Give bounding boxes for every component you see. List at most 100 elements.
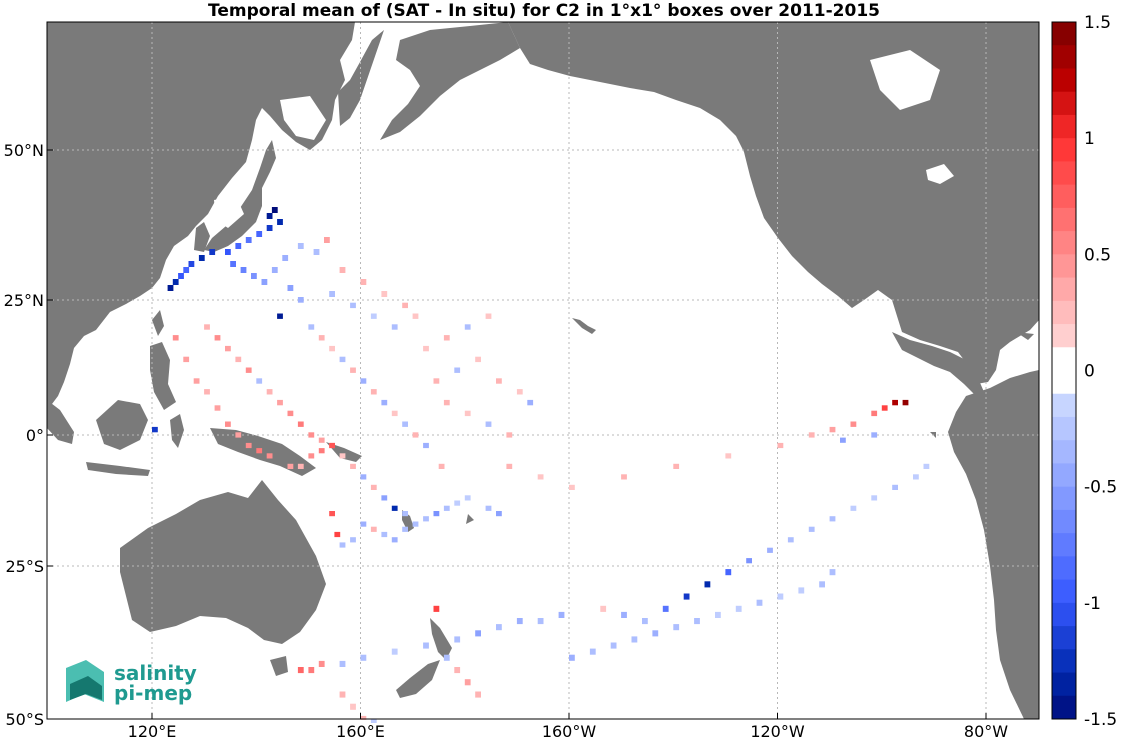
- heatmap-cell: [423, 642, 429, 649]
- heatmap-cell: [881, 405, 888, 411]
- colorbar-tick-label: -0.5: [1084, 478, 1117, 498]
- colorbar-swatch: [1052, 254, 1076, 278]
- land-japan: [204, 140, 276, 252]
- heatmap-cell: [225, 421, 231, 427]
- land-sumatra-java: [47, 400, 150, 476]
- heatmap-cell: [277, 219, 283, 225]
- heatmap-cell: [840, 437, 846, 443]
- heatmap-cell: [350, 703, 356, 710]
- heatmap-cell: [271, 267, 278, 273]
- heatmap-cell: [527, 399, 534, 406]
- colorbar-swatch: [1052, 161, 1076, 186]
- heatmap-cell: [230, 261, 236, 267]
- heatmap-cell: [381, 495, 388, 501]
- heatmap-cell: [704, 581, 711, 588]
- colorbar-swatch: [1052, 486, 1076, 511]
- colorbar-swatch: [1052, 440, 1076, 464]
- heatmap-cell: [256, 378, 263, 384]
- heatmap-cell: [516, 618, 523, 625]
- heatmap-cell: [767, 547, 773, 553]
- heatmap-cell: [631, 636, 638, 643]
- heatmap-cell: [329, 511, 335, 517]
- heatmap-cell: [329, 442, 335, 449]
- heatmap-cell: [381, 399, 388, 406]
- heatmap-cell: [297, 667, 304, 674]
- colorbar-swatch: [1052, 370, 1076, 395]
- heatmap-cell: [235, 243, 242, 249]
- colorbar-swatch: [1052, 556, 1076, 580]
- heatmap-cell: [381, 531, 388, 538]
- heatmap-cell: [214, 335, 221, 341]
- land-taiwan-philippines: [150, 310, 176, 410]
- land-sulawesi: [170, 414, 184, 448]
- heatmap-cell: [454, 667, 461, 674]
- heatmap-cell: [569, 484, 575, 490]
- heatmap-cell: [266, 213, 273, 219]
- heatmap-cell: [683, 593, 690, 600]
- heatmap-cell: [412, 432, 419, 438]
- heatmap-cell: [287, 463, 294, 469]
- colorbar-swatch: [1052, 138, 1076, 162]
- heatmap-cell: [391, 537, 398, 543]
- heatmap-cell: [214, 405, 221, 411]
- heatmap-cell: [673, 624, 680, 631]
- colorbar-tick-label: 0.5: [1084, 245, 1111, 265]
- heatmap-cell: [360, 521, 367, 527]
- colorbar: 1.5 1 0.5 0 -0.5 -1 -1.5: [1051, 13, 1117, 730]
- lake-great-lakes: [926, 164, 954, 184]
- colorbar-swatch: [1052, 184, 1076, 209]
- heatmap-cell: [350, 367, 356, 373]
- colorbar-swatches: [1052, 22, 1076, 720]
- heatmap-cell: [225, 249, 231, 255]
- heatmap-cell: [902, 399, 909, 406]
- map-frame: [46, 21, 1040, 720]
- heatmap-cell: [318, 448, 325, 454]
- heatmap-cell: [871, 432, 878, 438]
- heatmap-cell: [725, 569, 732, 576]
- heatmap-cell: [735, 605, 742, 612]
- heatmap-cell: [558, 611, 565, 618]
- heatmap-cell: [391, 324, 398, 330]
- heatmap-cell: [350, 537, 356, 543]
- heatmap-cell: [183, 267, 190, 273]
- axis-ticks: 50°N 25°N 0° 25°S 50°S 120°E 160°E 160°W 120°W 80…: [4, 141, 1009, 740]
- heatmap-cell: [339, 691, 346, 698]
- heatmap-cell: [287, 285, 294, 291]
- heatmap-cell: [245, 367, 252, 373]
- heatmap-cell: [360, 279, 367, 285]
- heatmap-cell: [454, 500, 461, 506]
- heatmap-cell: [381, 291, 388, 297]
- land-borneo: [96, 400, 148, 450]
- heatmap-cell: [251, 273, 257, 279]
- heatmap-cell: [829, 569, 836, 576]
- heatmap-cell: [287, 410, 294, 417]
- heatmap-cell: [621, 474, 627, 480]
- colorbar-swatch: [1052, 626, 1076, 650]
- heatmap-cell: [261, 279, 268, 285]
- heatmap-cell: [871, 495, 878, 501]
- heatmap-cell: [475, 356, 481, 363]
- colorbar-swatch: [1052, 91, 1076, 116]
- heatmap-cell: [850, 421, 857, 427]
- heatmap-cell: [454, 636, 461, 643]
- heatmap-cell: [329, 291, 335, 297]
- land-caribbean: [962, 308, 1034, 340]
- heatmap-cell: [423, 345, 429, 352]
- heatmap-cell: [339, 267, 346, 273]
- colorbar-swatch: [1052, 602, 1076, 627]
- heatmap-cell: [167, 285, 174, 291]
- colorbar-swatch: [1052, 277, 1076, 302]
- heatmap-cell: [318, 437, 325, 443]
- heatmap-cell: [204, 324, 210, 330]
- lat-tick-label: 50°N: [4, 141, 44, 160]
- heatmap-cell: [438, 463, 445, 469]
- heatmap-cell: [360, 715, 367, 720]
- heatmap-cell: [193, 378, 200, 384]
- lon-tick-label: 160°E: [336, 722, 385, 740]
- heatmap-cell: [277, 399, 283, 406]
- heatmap-cell: [370, 389, 377, 395]
- heatmap-cell: [642, 618, 648, 625]
- lon-tick-label: 120°E: [128, 722, 177, 740]
- heatmap-cell: [235, 356, 242, 363]
